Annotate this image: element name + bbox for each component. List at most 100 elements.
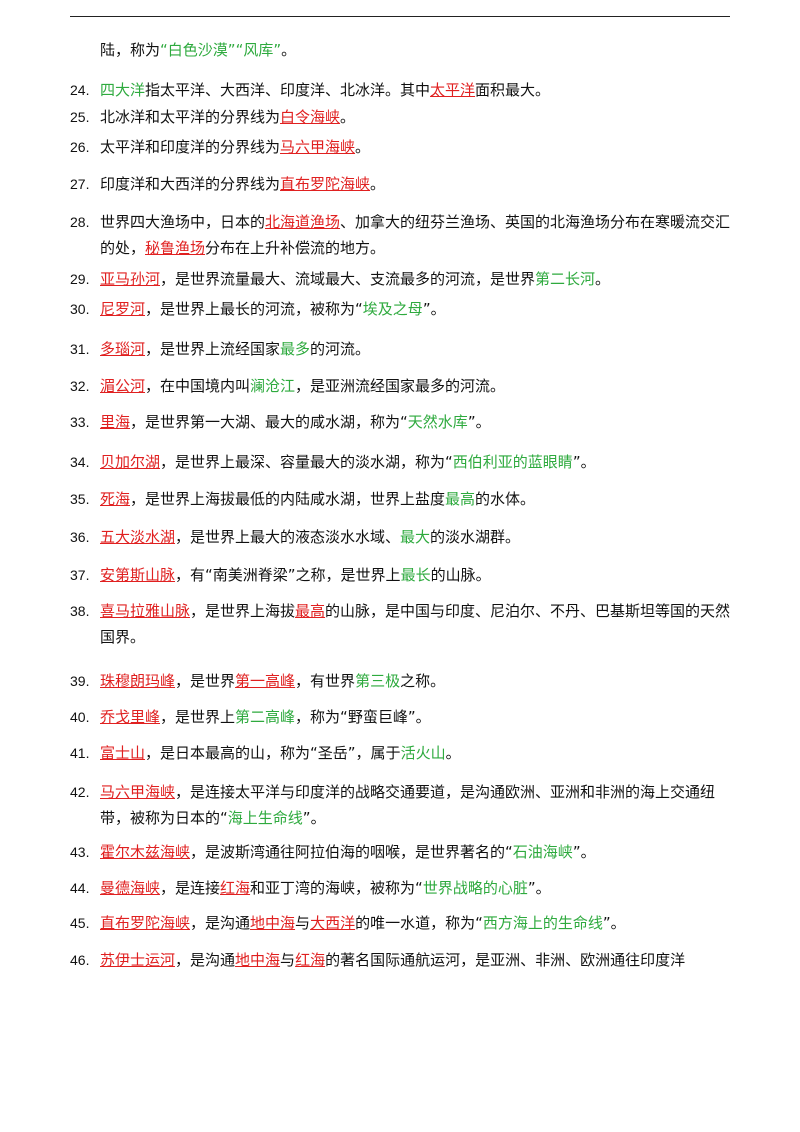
key-term-underlined: 秘鲁渔场	[145, 239, 206, 257]
text-segment: ”。	[527, 879, 551, 897]
list-item: 43. 霍尔木兹海峡，是波斯湾通往阿拉伯海的咽喉，是世界著名的“石油海峡”。	[70, 839, 732, 865]
item-number: 44.	[70, 880, 90, 896]
item-text: 里海，是世界第一大湖、最大的咸水湖，称为“天然水库”。	[100, 409, 732, 435]
item-text: 喜马拉雅山脉，是世界上海拔最高的山脉，是中国与印度、尼泊尔、不丹、巴基斯坦等国的…	[100, 598, 732, 650]
key-term-highlight: 第三极	[355, 672, 401, 690]
key-term-underlined: 最高	[295, 602, 326, 620]
text-segment: 面积最大。	[475, 81, 551, 99]
key-term-underlined: 尼罗河	[100, 300, 146, 318]
list-item: 24. 四大洋指太平洋、大西洋、印度洋、北冰洋。其中太平洋面积最大。	[70, 77, 732, 103]
item-text: 马六甲海峡，是连接太平洋与印度洋的战略交通要道，是沟通欧洲、亚洲和非洲的海上交通…	[100, 779, 732, 831]
item-text: 曼德海峡，是连接红海和亚丁湾的海峡，被称为“世界战略的心脏”。	[100, 875, 732, 901]
item-text: 乔戈里峰，是世界上第二高峰，称为“野蛮巨峰”。	[100, 704, 732, 730]
item-text: 富士山，是日本最高的山，称为“圣岳”，属于活火山。	[100, 740, 732, 766]
text-segment: 太平洋和印度洋的分界线为	[100, 138, 281, 156]
text-segment: ，是世界流量最大、流域最大、支流最多的河流，是世界	[160, 270, 536, 288]
key-term-underlined: 北海道渔场	[265, 213, 341, 231]
list-item: 45. 直布罗陀海峡，是沟通地中海与大西洋的唯一水道，称为“西方海上的生命线”。	[70, 910, 732, 936]
text-segment: 的唯一水道，称为“	[355, 914, 483, 932]
text-segment: ，是连接	[160, 879, 221, 897]
item-number: 36.	[70, 529, 90, 545]
key-term-underlined: 大西洋	[310, 914, 356, 932]
item-number: 26.	[70, 139, 90, 155]
text-segment: ，在中国境内叫	[145, 377, 251, 395]
text-segment: ，是世界第一大湖、最大的咸水湖，称为“	[130, 413, 408, 431]
item-text: 湄公河，在中国境内叫澜沧江，是亚洲流经国家最多的河流。	[100, 373, 732, 399]
text-segment: 的淡水湖群。	[430, 528, 521, 546]
key-term-underlined: 里海	[100, 413, 131, 431]
list-item: 34. 贝加尔湖，是世界上最深、容量最大的淡水湖，称为“西伯利亚的蓝眼睛”。	[70, 449, 732, 475]
text-segment: 北冰洋和太平洋的分界线为	[100, 108, 281, 126]
item-text: 五大淡水湖，是世界上最大的液态淡水水域、最大的淡水湖群。	[100, 524, 732, 550]
key-term-highlight: 最长	[400, 566, 431, 584]
item-number: 33.	[70, 414, 90, 430]
text-segment: ”。	[302, 809, 326, 827]
key-term-underlined: 曼德海峡	[100, 879, 161, 897]
list-item: 27. 印度洋和大西洋的分界线为直布罗陀海峡。	[70, 171, 732, 197]
list-item: 26. 太平洋和印度洋的分界线为马六甲海峡。	[70, 134, 732, 160]
key-term-highlight: 第二长河	[535, 270, 596, 288]
item-number: 45.	[70, 915, 90, 931]
text-segment: ，是沟通	[190, 914, 251, 932]
text-segment: ”。	[602, 914, 626, 932]
key-term-underlined: 富士山	[100, 744, 146, 762]
item-text: 尼罗河，是世界上最长的河流，被称为“埃及之母”。	[100, 296, 732, 322]
text-segment: 的山脉。	[430, 566, 491, 584]
text-segment: ，是世界上海拔最低的内陆咸水湖，世界上盐度	[130, 490, 446, 508]
key-term-highlight: 最高	[445, 490, 476, 508]
key-term-underlined: 安第斯山脉	[100, 566, 176, 584]
text-segment: ”。	[467, 413, 491, 431]
item-number: 43.	[70, 844, 90, 860]
list-item: 38. 喜马拉雅山脉，是世界上海拔最高的山脉，是中国与印度、尼泊尔、不丹、巴基斯坦…	[70, 598, 732, 650]
item-number: 28.	[70, 214, 90, 230]
list-item: 25. 北冰洋和太平洋的分界线为白令海峡。	[70, 104, 732, 130]
key-term-highlight: 最多	[280, 340, 311, 358]
item-number: 29.	[70, 271, 90, 287]
text-segment: ，是世界上海拔	[190, 602, 296, 620]
item-text: 安第斯山脉，有“南美洲脊梁”之称，是世界上最长的山脉。	[100, 562, 732, 588]
key-term-underlined: 苏伊士运河	[100, 951, 176, 969]
item-text: 苏伊士运河，是沟通地中海与红海的著名国际通航运河，是亚洲、非洲、欧洲通往印度洋	[100, 947, 732, 973]
text-segment: 分布在上升补偿流的地方。	[205, 239, 386, 257]
key-term-underlined: 地中海	[235, 951, 281, 969]
key-term-highlight: 活火山	[400, 744, 446, 762]
key-term-underlined: 亚马孙河	[100, 270, 161, 288]
key-term-underlined: 直布罗陀海峡	[280, 175, 371, 193]
key-term-highlight: 石油海峡	[512, 843, 573, 861]
text-segment: 指太平洋、大西洋、印度洋、北冰洋。其中	[145, 81, 431, 99]
text-segment: 的山脉，是中国与印度、尼泊尔、不丹、巴基斯坦等国的天然国界。	[100, 602, 731, 646]
text-segment: 与	[295, 914, 311, 932]
key-term-underlined: 直布罗陀海峡	[100, 914, 191, 932]
text-segment: ，是沟通	[175, 951, 236, 969]
text-segment: 、加拿大的纽芬兰渔场、英国的北海渔场分布在寒暖流交汇的处，	[100, 213, 731, 257]
text-segment: ”。	[572, 453, 596, 471]
item-number: 24.	[70, 82, 90, 98]
item-text: 亚马孙河，是世界流量最大、流域最大、支流最多的河流，是世界第二长河。	[100, 266, 732, 292]
text-segment: 的河流。	[310, 340, 371, 358]
intro-term-1: “白色沙漠”	[160, 41, 236, 59]
text-segment: 。	[595, 270, 611, 288]
text-segment: ”。	[422, 300, 446, 318]
text-segment: 。	[370, 175, 386, 193]
key-term-underlined: 贝加尔湖	[100, 453, 161, 471]
intro-text: 陆，称为	[100, 41, 161, 59]
item-number: 25.	[70, 109, 90, 125]
key-term-underlined: 乔戈里峰	[100, 708, 161, 726]
item-number: 31.	[70, 341, 90, 357]
list-item: 44. 曼德海峡，是连接红海和亚丁湾的海峡，被称为“世界战略的心脏”。	[70, 875, 732, 901]
key-term-highlight: 最大	[400, 528, 431, 546]
key-term-underlined: 地中海	[250, 914, 296, 932]
key-term-highlight: 天然水库	[407, 413, 468, 431]
text-segment: ，是波斯湾通往阿拉伯海的咽喉，是世界著名的“	[190, 843, 513, 861]
text-segment: 与	[280, 951, 296, 969]
key-term-underlined: 湄公河	[100, 377, 146, 395]
key-term-highlight: 海上生命线	[227, 809, 303, 827]
list-item: 46. 苏伊士运河，是沟通地中海与红海的著名国际通航运河，是亚洲、非洲、欧洲通往印…	[70, 947, 732, 973]
item-text: 印度洋和大西洋的分界线为直布罗陀海峡。	[100, 171, 732, 197]
item-text: 多瑙河，是世界上流经国家最多的河流。	[100, 336, 732, 362]
item-number: 41.	[70, 745, 90, 761]
item-number: 37.	[70, 567, 90, 583]
text-segment: 印度洋和大西洋的分界线为	[100, 175, 281, 193]
key-term-highlight: 第二高峰	[235, 708, 296, 726]
